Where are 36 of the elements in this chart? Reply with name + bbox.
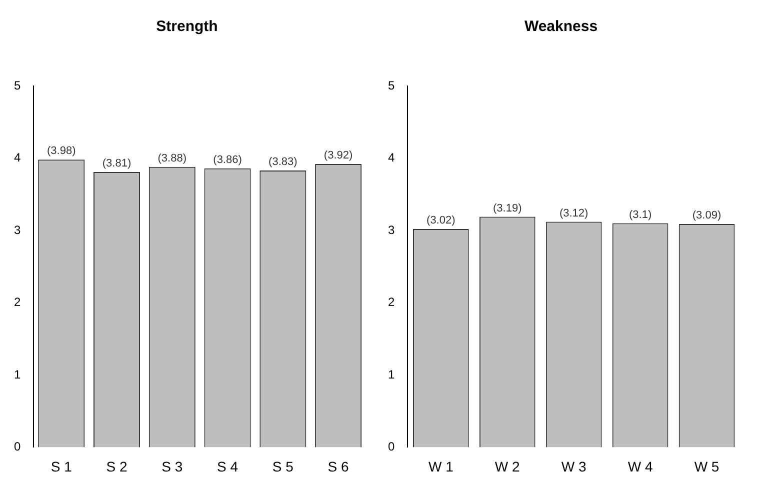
data-label: (3.12)	[559, 207, 588, 220]
x-tick-label: S 1	[50, 458, 72, 474]
y-tick-label: 5	[14, 78, 21, 92]
y-tick-label: 1	[388, 367, 395, 382]
y-tick-label: 0	[388, 440, 395, 454]
x-tick-label: W 5	[694, 458, 720, 474]
y-tick-label: 3	[388, 222, 395, 237]
y-tick-label: 4	[388, 150, 395, 165]
y-tick-label: 2	[388, 295, 395, 310]
x-tick-label: S 4	[217, 458, 238, 474]
y-tick-label: 5	[388, 78, 395, 92]
x-tick-label: S 2	[106, 458, 128, 474]
x-tick-label: W 4	[628, 458, 653, 474]
y-tick-label: 3	[14, 222, 21, 237]
chart-title: Strength	[156, 18, 218, 36]
data-label: (3.19)	[492, 202, 522, 214]
x-tick-label: S 5	[272, 458, 294, 474]
y-tick-label: 1	[14, 367, 21, 382]
x-tick-label: S 6	[328, 458, 350, 474]
x-tick-label: W 2	[494, 458, 520, 474]
y-tick-label: 2	[14, 295, 21, 310]
data-label: (3.81)	[102, 157, 132, 170]
data-label: (3.1)	[628, 208, 652, 221]
y-tick-label: 0	[14, 440, 21, 454]
x-tick-label: W 3	[561, 458, 586, 474]
data-label: (3.98)	[46, 145, 76, 158]
y-tick-label: 4	[14, 150, 21, 165]
data-label: (3.02)	[426, 214, 456, 227]
chart-title: Weakness	[524, 18, 598, 36]
data-label: (3.86)	[213, 154, 242, 166]
x-tick-label: W 1	[428, 458, 454, 474]
data-label: (3.09)	[692, 210, 722, 222]
data-label: (3.88)	[158, 152, 187, 164]
data-label: (3.92)	[324, 150, 353, 162]
data-label: (3.83)	[268, 156, 298, 168]
x-tick-label: S 3	[162, 458, 183, 474]
